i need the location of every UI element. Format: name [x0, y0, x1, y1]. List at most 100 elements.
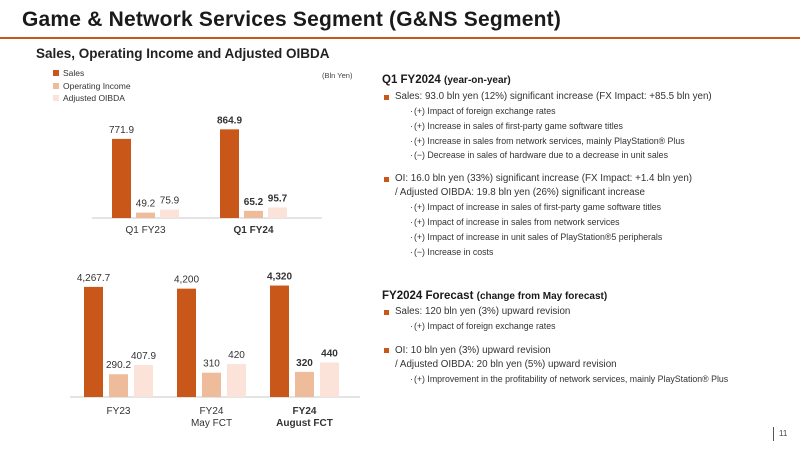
bar-operating-income [295, 371, 314, 397]
data-label-adjusted-oibda: 95.7 [268, 193, 288, 204]
forecast-heading-sub: (change from May forecast) [476, 291, 608, 302]
forecast-panel: FY2024 Forecast (change from May forecas… [382, 290, 792, 387]
q1-oi-item: ·(−) Increase in costs [382, 245, 792, 260]
q1-sales-items: ·(+) Impact of foreign exchange rates ·(+… [382, 104, 792, 163]
bar-adjusted-oibda [268, 207, 287, 218]
data-label-operating-income: 65.2 [244, 197, 264, 208]
data-label-operating-income: 320 [296, 358, 313, 369]
data-label-sales: 4,320 [267, 272, 292, 283]
bar-sales [177, 288, 196, 397]
dot-icon: · [410, 216, 413, 227]
dot-icon: · [410, 373, 413, 384]
legend-item-sales: Sales [53, 67, 131, 80]
dot-icon: · [410, 231, 413, 242]
title-divider [0, 37, 800, 39]
dot-icon: · [410, 321, 413, 331]
legend-swatch-adjusted-oibda [53, 95, 59, 102]
bar-adjusted-oibda [160, 209, 179, 218]
x-tick-label: FY24 [200, 406, 224, 417]
q1-sales-text: Sales: 93.0 bln yen (12%) significant in… [395, 91, 712, 102]
legend-item-operating-income: Operating Income [53, 80, 131, 93]
dot-icon: · [410, 246, 413, 257]
q1-oi-item-text: (+) Impact of increase in unit sales of … [413, 231, 663, 242]
q1-oi-line: OI: 16.0 bln yen (33%) significant incre… [382, 172, 792, 186]
q1-oi-cont: / Adjusted OIBDA: 19.8 bln yen (26%) sig… [395, 187, 645, 199]
data-label-adjusted-oibda: 75.9 [160, 196, 180, 207]
q1-sales-item-text: (+) Increase in sales from network servi… [413, 135, 685, 146]
q1-sales-item-text: (+) Increase in sales of first-party gam… [413, 120, 623, 131]
x-tick-label: May FCT [191, 418, 232, 429]
data-label-operating-income: 310 [203, 359, 220, 370]
q1-sales-item: ·(+) Increase in sales of first-party ga… [382, 119, 792, 134]
forecast-sales-items: ·(+) Impact of foreign exchange rates [382, 319, 792, 334]
page-number-divider [773, 427, 774, 441]
bar-operating-income [109, 374, 128, 397]
q1-oi-items: ·(+) Impact of increase in sales of firs… [382, 200, 792, 259]
forecast-oi-text: OI: 10 bln yen (3%) upward revision [395, 344, 551, 356]
q1-oi-item: ·(+) Impact of increase in sales of firs… [382, 200, 792, 215]
dot-icon: · [410, 202, 413, 213]
data-label-sales: 4,200 [174, 275, 199, 286]
q1-heading: Q1 FY2024 (year-on-year) [382, 74, 792, 86]
annual-bar-chart: 4,267.7290.2407.9FY234,200310420FY24May … [70, 272, 360, 429]
dot-icon: · [410, 106, 413, 116]
legend-swatch-sales [53, 70, 59, 77]
data-label-operating-income: 290.2 [106, 360, 131, 371]
legend-label-sales: Sales [63, 68, 85, 78]
x-tick-label: Q1 FY23 [125, 225, 165, 236]
data-label-sales: 4,267.7 [77, 273, 111, 284]
bar-sales [112, 138, 131, 218]
q1-sales-item-text: (−) Decrease in sales of hardware due to… [413, 150, 668, 161]
bar-sales [270, 285, 289, 397]
q1-oi-item-text: (+) Impact of increase in sales of first… [413, 202, 662, 213]
x-tick-label: Q1 FY24 [233, 225, 273, 236]
forecast-oi-item-text: (+) Improvement in the profitability of … [413, 373, 729, 384]
q1-oi-item-text: (+) Impact of increase in sales from net… [413, 216, 620, 227]
bullet-icon [384, 176, 389, 182]
section-subtitle: Sales, Operating Income and Adjusted OIB… [36, 46, 330, 61]
forecast-oi-cont: / Adjusted OIBDA: 20 bln yen (5%) upward… [395, 358, 617, 370]
bar-adjusted-oibda [134, 365, 153, 397]
q1-heading-sub: (year-on-year) [444, 75, 511, 86]
chart-legend: Sales Operating Income Adjusted OIBDA [53, 67, 131, 105]
q1-sales-item: ·(−) Decrease in sales of hardware due t… [382, 148, 792, 163]
q1-sales-item: ·(+) Impact of foreign exchange rates [382, 104, 792, 119]
forecast-sales-line: Sales: 120 bln yen (3%) upward revision [382, 305, 792, 319]
x-tick-label: FY24 [293, 406, 317, 417]
bullet-icon [384, 94, 389, 100]
bar-operating-income [202, 372, 221, 397]
q1-sales-item: ·(+) Increase in sales from network serv… [382, 134, 792, 149]
q1-oi-text: OI: 16.0 bln yen (33%) significant incre… [395, 173, 693, 185]
bar-sales [84, 286, 103, 397]
q1-oi-item: ·(+) Impact of increase in sales from ne… [382, 215, 792, 230]
q1-sales-item-text: (+) Impact of foreign exchange rates [413, 106, 556, 116]
data-label-adjusted-oibda: 407.9 [131, 351, 156, 362]
legend-label-adjusted-oibda: Adjusted OIBDA [63, 93, 125, 103]
q1-heading-title: Q1 FY2024 [382, 74, 441, 86]
data-label-adjusted-oibda: 440 [321, 349, 338, 360]
x-tick-label: August FCT [276, 418, 333, 429]
data-label-sales: 864.9 [217, 115, 242, 126]
forecast-sales-item-text: (+) Impact of foreign exchange rates [413, 321, 556, 331]
dot-icon: · [410, 120, 413, 131]
q1-sales-line: Sales: 93.0 bln yen (12%) significant in… [382, 90, 792, 104]
forecast-oi-line: OI: 10 bln yen (3%) upward revision [382, 344, 792, 358]
dot-icon: · [410, 150, 413, 161]
data-label-sales: 771.9 [109, 125, 134, 136]
page-title: Game & Network Services Segment (G&NS Se… [22, 8, 562, 31]
quarterly-bar-chart: 771.9 49.2 75.9 Q1 FY23 864.9 65.2 95.7 Q1 FY24 [92, 115, 322, 236]
legend-swatch-operating-income [53, 82, 59, 89]
forecast-sales-text: Sales: 120 bln yen (3%) upward revision [395, 306, 571, 317]
bar-sales [220, 129, 239, 218]
forecast-oi-items: ·(+) Improvement in the profitability of… [382, 372, 792, 387]
bar-adjusted-oibda [320, 362, 339, 397]
data-label-operating-income: 49.2 [136, 199, 156, 210]
forecast-oi-item: ·(+) Improvement in the profitability of… [382, 372, 792, 387]
q1-panel: Q1 FY2024 (year-on-year) Sales: 93.0 bln… [382, 74, 792, 259]
unit-label: (Bln Yen) [322, 71, 353, 80]
q1-oi-item-text: (−) Increase in costs [413, 246, 494, 257]
bullet-icon [384, 348, 389, 354]
bar-operating-income [136, 212, 155, 218]
bullet-icon [384, 309, 389, 315]
legend-label-operating-income: Operating Income [63, 80, 131, 91]
